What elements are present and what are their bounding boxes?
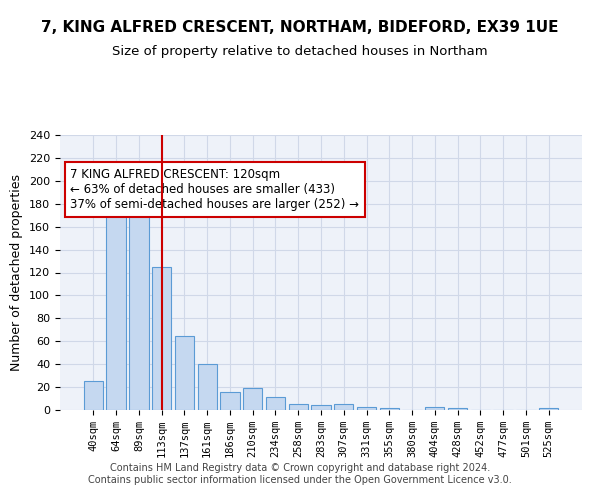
Y-axis label: Number of detached properties: Number of detached properties [10, 174, 23, 371]
Bar [311, 406, 331, 410]
Bar [448, 408, 467, 410]
Bar [380, 408, 399, 410]
Text: Contains HM Land Registry data © Crown copyright and database right 2024.
Contai: Contains HM Land Registry data © Crown c… [88, 464, 512, 485]
Bar [152, 267, 172, 410]
Bar [289, 404, 308, 410]
Bar [539, 408, 558, 410]
Bar [266, 398, 285, 410]
Text: 7 KING ALFRED CRESCENT: 120sqm
← 63% of detached houses are smaller (433)
37% of: 7 KING ALFRED CRESCENT: 120sqm ← 63% of … [70, 168, 359, 211]
Text: 7, KING ALFRED CRESCENT, NORTHAM, BIDEFORD, EX39 1UE: 7, KING ALFRED CRESCENT, NORTHAM, BIDEFO… [41, 20, 559, 35]
Bar [425, 406, 445, 410]
Bar [243, 388, 262, 410]
Bar [334, 404, 353, 410]
Bar [197, 364, 217, 410]
Bar [129, 204, 149, 410]
Bar [106, 189, 126, 410]
Text: Size of property relative to detached houses in Northam: Size of property relative to detached ho… [112, 45, 488, 58]
Bar [84, 382, 103, 410]
Bar [220, 392, 239, 410]
Bar [175, 336, 194, 410]
Bar [357, 406, 376, 410]
